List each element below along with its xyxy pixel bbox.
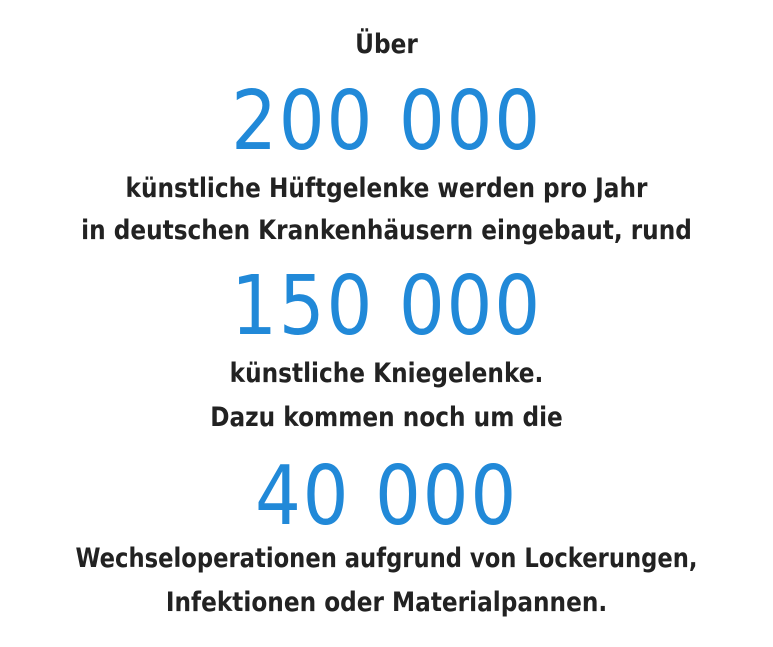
hip-implant-description-line-2: in deutschen Krankenhäusern eingebaut, r… xyxy=(81,215,692,246)
revision-description-line-2: Infektionen oder Materialpannen. xyxy=(165,587,608,618)
intro-text: Über xyxy=(355,29,418,60)
revision-surgery-count: 40 000 xyxy=(254,449,519,544)
hip-implant-count: 200 000 xyxy=(231,74,542,169)
knee-implant-count: 150 000 xyxy=(231,259,542,354)
revision-description-line-1: Wechseloperationen aufgrund von Lockerun… xyxy=(75,543,698,574)
knee-implant-description: künstliche Kniegelenke. xyxy=(229,358,544,389)
hip-implant-description-line-1: künstliche Hüftgelenke werden pro Jahr xyxy=(125,173,648,204)
revision-intro-text: Dazu kommen noch um die xyxy=(210,402,563,433)
